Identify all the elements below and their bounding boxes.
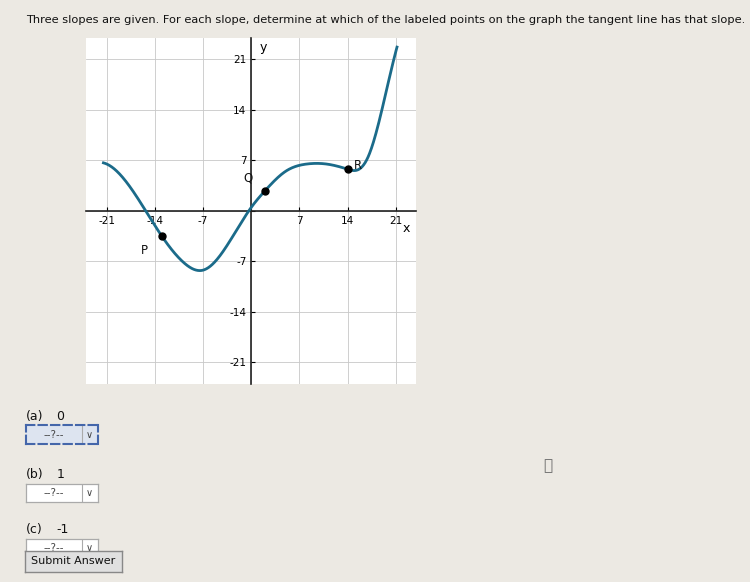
Text: y: y: [260, 41, 267, 55]
Text: R: R: [354, 159, 362, 172]
Text: 1: 1: [56, 468, 64, 481]
Text: x: x: [402, 222, 410, 235]
Text: (c): (c): [26, 523, 43, 536]
Text: --?--: --?--: [43, 488, 64, 498]
Text: --?--: --?--: [43, 430, 64, 440]
Text: ⓘ: ⓘ: [543, 458, 552, 473]
Text: 0: 0: [56, 410, 64, 423]
Text: ∨: ∨: [86, 488, 93, 498]
Text: (b): (b): [26, 468, 44, 481]
Text: Submit Answer: Submit Answer: [32, 556, 115, 566]
Text: Q: Q: [243, 171, 253, 184]
Text: --?--: --?--: [43, 543, 64, 553]
Text: ∨: ∨: [86, 430, 93, 440]
Text: P: P: [141, 244, 148, 257]
Text: -1: -1: [56, 523, 69, 536]
Text: (a): (a): [26, 410, 44, 423]
Text: Three slopes are given. For each slope, determine at which of the labeled points: Three slopes are given. For each slope, …: [26, 15, 746, 24]
Text: ∨: ∨: [86, 543, 93, 553]
